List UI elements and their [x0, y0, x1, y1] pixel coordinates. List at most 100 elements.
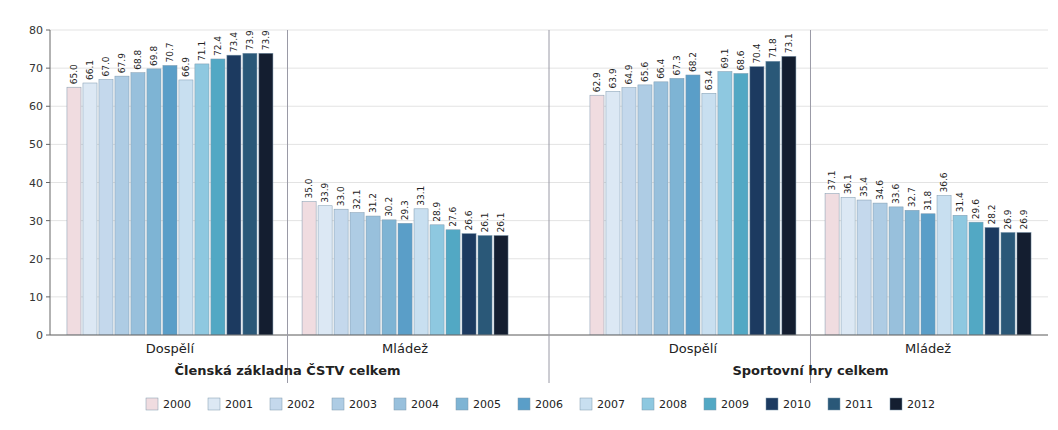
bar	[131, 73, 145, 335]
tick-label: 40	[29, 177, 43, 190]
data-label: 66.4	[656, 59, 666, 79]
legend-swatch	[580, 398, 592, 410]
legend-swatch	[456, 398, 468, 410]
bar	[334, 209, 348, 335]
bar	[446, 230, 460, 335]
tick-label: 30	[29, 215, 43, 228]
data-label: 63.4	[704, 70, 714, 90]
bar	[147, 69, 161, 335]
bar	[670, 78, 684, 335]
tick-label: 80	[29, 24, 43, 37]
bar	[211, 59, 225, 335]
section-label: Členská základna ČSTV celkem	[174, 363, 400, 378]
data-label: 67.9	[117, 53, 127, 73]
bar	[841, 197, 855, 335]
bar	[686, 75, 700, 335]
group-divider	[287, 30, 288, 383]
data-label: 35.0	[304, 178, 314, 198]
tick-label: 20	[29, 253, 43, 266]
bar	[302, 202, 316, 335]
data-label: 73.4	[229, 32, 239, 52]
data-label: 73.1	[784, 33, 794, 53]
data-label: 69.1	[720, 49, 730, 69]
data-label: 26.9	[1003, 209, 1013, 229]
data-label: 31.2	[368, 193, 378, 213]
bar	[889, 207, 903, 335]
category-label: Dospělí	[669, 341, 718, 356]
tick-label: 50	[29, 138, 43, 151]
bar	[622, 88, 636, 335]
legend-label: 2008	[659, 398, 687, 411]
data-label: 26.9	[1019, 209, 1029, 229]
bar	[227, 55, 241, 335]
data-label: 34.6	[875, 180, 885, 200]
legend-swatch	[518, 398, 530, 410]
data-label: 36.6	[939, 172, 949, 192]
bar	[590, 95, 604, 335]
data-label: 26.1	[496, 212, 506, 232]
data-label: 64.9	[624, 64, 634, 84]
data-label: 66.1	[85, 60, 95, 80]
section-label: Sportovní hry celkem	[732, 363, 888, 378]
group-divider	[810, 30, 811, 383]
bar	[921, 214, 935, 335]
data-label: 72.4	[213, 36, 223, 56]
bar	[99, 80, 113, 335]
legend-swatch	[704, 398, 716, 410]
bar	[654, 82, 668, 335]
bar	[905, 210, 919, 335]
data-label: 31.8	[923, 190, 933, 210]
category-label: Mládež	[905, 341, 951, 356]
bar	[857, 200, 871, 335]
data-label: 63.9	[608, 68, 618, 88]
legend-label: 2000	[163, 398, 191, 411]
legend-label: 2003	[349, 398, 377, 411]
bar	[382, 220, 396, 335]
data-label: 71.1	[197, 41, 207, 61]
bar	[163, 65, 177, 335]
data-label: 33.6	[891, 184, 901, 204]
bar	[969, 222, 983, 335]
legend-swatch	[828, 398, 840, 410]
data-label: 32.7	[907, 187, 917, 207]
data-label: 73.9	[245, 30, 255, 50]
tick-label: 70	[29, 62, 43, 75]
data-label: 66.9	[181, 57, 191, 77]
bar	[953, 215, 967, 335]
legend-swatch	[766, 398, 778, 410]
bar	[750, 67, 764, 335]
data-label: 30.2	[384, 197, 394, 217]
bar	[115, 76, 129, 335]
data-label: 26.1	[480, 212, 490, 232]
data-label: 27.6	[448, 206, 458, 226]
bar	[366, 216, 380, 335]
data-label: 28.9	[432, 202, 442, 222]
legend-label: 2001	[225, 398, 253, 411]
tick-mark	[46, 296, 50, 297]
data-label: 70.7	[165, 42, 175, 62]
data-label: 32.1	[352, 190, 362, 210]
tick-label: 60	[29, 100, 43, 113]
bar	[873, 203, 887, 335]
bar	[398, 223, 412, 335]
bar	[494, 235, 508, 335]
data-label: 33.9	[320, 182, 330, 202]
tick-label: 10	[29, 291, 43, 304]
bar	[985, 227, 999, 335]
data-label: 29.6	[971, 199, 981, 219]
legend-swatch	[270, 398, 282, 410]
data-label: 73.9	[261, 30, 271, 50]
data-label: 35.4	[859, 177, 869, 197]
legend: 2000200120022003200420052006200720082009…	[146, 398, 935, 411]
bar	[259, 53, 273, 335]
bar	[782, 56, 796, 335]
bar	[606, 91, 620, 335]
bar	[414, 209, 428, 335]
data-label: 29.3	[400, 200, 410, 220]
tick-mark	[46, 106, 50, 107]
legend-swatch	[890, 398, 902, 410]
data-label: 65.0	[69, 64, 79, 84]
tick-mark	[46, 30, 50, 31]
category-label: Dospělí	[146, 341, 195, 356]
legend-swatch	[208, 398, 220, 410]
